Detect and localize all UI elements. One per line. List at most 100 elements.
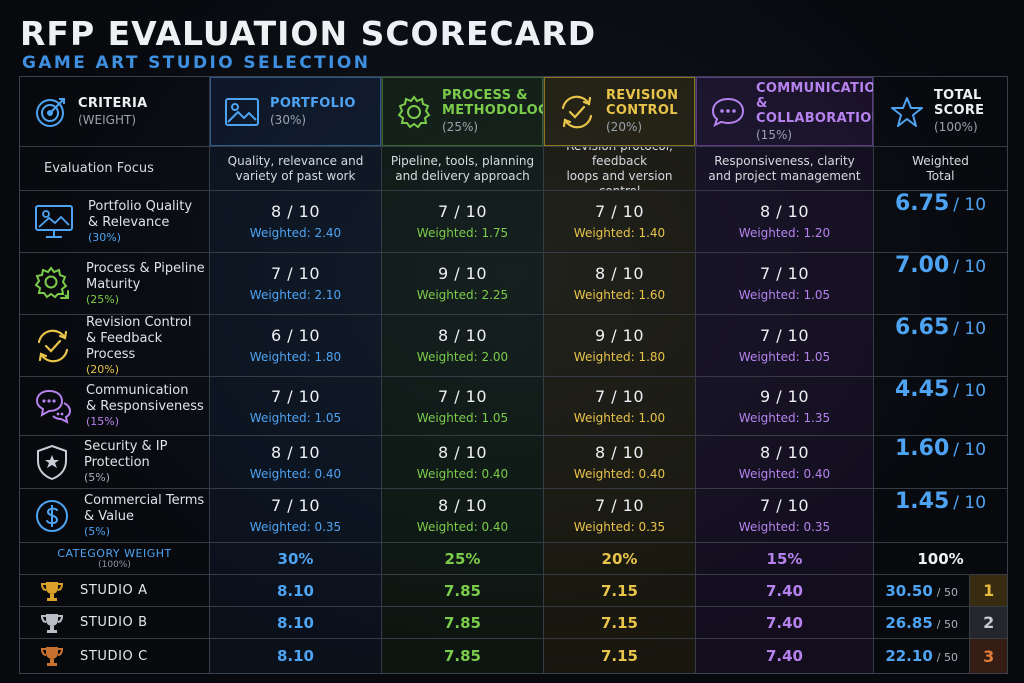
criteria-name: Security & IP [84,439,168,454]
studio-score-portfolio: 8.10 [210,607,382,639]
score-cell-portfolio: 7 / 10 Weighted: 1.05 [210,377,382,436]
weighted-score: Weighted: 1.35 [738,410,831,425]
focus-text: Revision protocol, feedback [566,147,673,168]
raw-score: 8 / 10 [594,264,645,283]
criteria-weight: (15%) [86,415,120,428]
focus-text: Total [926,168,955,183]
chat-bubble-icon [711,97,745,127]
header-total-name-1: TOTAL [934,88,982,103]
criteria-weight: (5%) [84,471,111,484]
header-criteria: CRITERIA (WEIGHT) [20,77,210,147]
weighted-total: 1.45 / 10 [874,489,1007,543]
header-communication-name-2: & COLLABORATION [756,95,874,126]
header-total: TOTAL SCORE (100%) [874,77,1007,147]
weighted-total: 7.00 / 10 [874,253,1007,315]
studio-score-methodology: 7.85 [382,575,544,607]
header-communication: COMMUNICATION & COLLABORATION (15%) [696,77,874,147]
studio-final-max: / 50 [936,617,958,631]
weighted-total-value: 6.65 [894,315,950,340]
criteria-name-line2: & Relevance [88,214,170,230]
raw-score: 8 / 10 [437,326,488,345]
weighted-total-max: / 10 [953,381,987,401]
criteria-row-0: Portfolio Quality & Relevance (30%) [20,191,210,253]
weighted-total-value: 1.60 [894,436,950,461]
studio-score-portfolio: 8.10 [210,575,382,607]
target-icon [36,97,65,127]
studio-rank-badge: 1 [969,575,1007,606]
header-communication-weight: (15%) [756,127,793,142]
studio-score-communication: 7.40 [696,575,874,607]
raw-score: 8 / 10 [437,442,488,462]
criteria-name-line2: Maturity [86,276,141,292]
header-total-name-2: SCORE [934,103,985,118]
weighted-total: 4.45 / 10 [874,377,1007,436]
score-cell-communication: 7 / 10 Weighted: 1.05 [696,315,874,377]
chat-bubbles-icon [34,388,72,424]
criteria-weight: (30%) [88,230,122,244]
weighted-score: Weighted: 0.40 [249,466,342,481]
weighted-score: Weighted: 1.80 [249,350,342,364]
raw-score: 6 / 10 [270,326,321,345]
studio-score-revision: 7.15 [544,575,696,607]
focus-text: and project management [708,168,861,183]
page-subtitle: GAME ART STUDIO SELECTION [22,53,371,73]
criteria-weight: (25%) [86,292,120,306]
studio-final: 30.50 / 50 1 [874,575,1007,607]
category-weight-communication: 15% [696,543,874,575]
header-total-weight: (100%) [934,120,978,134]
gear-arrow-icon [34,265,72,303]
weighted-total: 6.65 / 10 [874,315,1007,377]
refresh-check-icon [34,328,72,364]
raw-score: 7 / 10 [594,496,645,515]
criteria-row-2: Revision Control & Feedback Process (20%… [20,315,210,377]
star-icon [891,96,923,127]
criteria-weight: (5%) [84,524,111,538]
weighted-total-max: / 10 [953,257,987,277]
weighted-score: Weighted: 0.40 [738,466,831,481]
weighted-score: Weighted: 1.80 [573,350,666,364]
score-cell-methodology: 7 / 10 Weighted: 1.75 [382,191,544,253]
weighted-score: Weighted: 1.20 [738,226,831,240]
header-portfolio: PORTFOLIO (30%) [210,77,382,147]
studio-final-score: 26.85 [885,613,933,632]
studio-final: 22.10 / 50 3 [874,639,1007,673]
raw-score: 9 / 10 [437,264,488,283]
category-weight-methodology: 25% [382,543,544,575]
weighted-score: Weighted: 0.40 [416,520,509,534]
focus-text: Responsiveness, clarity [714,153,855,168]
monitor-image-icon [34,203,74,241]
weighted-total: 6.75 / 10 [874,191,1007,253]
studio-final: 26.85 / 50 2 [874,607,1007,639]
raw-score: 7 / 10 [437,386,488,406]
studio-final-max: / 50 [936,585,958,599]
focus-methodology: Pipeline, tools, planning and delivery a… [382,147,544,191]
trophy-bronze-icon [40,645,64,667]
raw-score: 8 / 10 [270,442,321,462]
page-title: RFP EVALUATION SCORECARD [20,14,597,53]
gear-icon [397,94,431,128]
score-cell-revision: 9 / 10 Weighted: 1.80 [544,315,696,377]
weighted-total-max: / 10 [953,195,987,215]
header-portfolio-weight: (30%) [270,112,307,127]
weighted-score: Weighted: 0.40 [416,466,509,481]
score-cell-methodology: 8 / 10 Weighted: 2.00 [382,315,544,377]
scorecard-table: CRITERIA (WEIGHT) PORTFOLIO (30%) PROCES… [19,76,1008,674]
header-revision: REVISION CONTROL (20%) [544,77,696,147]
category-weight-total: 100% [874,543,1007,575]
score-cell-communication: 8 / 10 Weighted: 1.20 [696,191,874,253]
studio-score-revision: 7.15 [544,639,696,673]
criteria-row-5: Commercial Terms & Value (5%) [20,489,210,543]
score-cell-revision: 7 / 10 Weighted: 1.00 [544,377,696,436]
category-weight-title: CATEGORY WEIGHT [57,547,172,560]
focus-revision: Revision protocol, feedback loops and ve… [544,147,696,191]
weighted-score: Weighted: 1.05 [249,410,342,425]
studio-rank-badge: 3 [969,639,1007,673]
score-cell-portfolio: 8 / 10 Weighted: 0.40 [210,436,382,489]
studio-name: STUDIO C [80,648,148,664]
weighted-score: Weighted: 2.25 [416,288,509,302]
category-weight-portfolio: 30% [210,543,382,575]
weighted-total-value: 1.45 [894,489,950,514]
score-cell-portfolio: 7 / 10 Weighted: 2.10 [210,253,382,315]
studio-score-communication: 7.40 [696,639,874,673]
header-methodology-name-2: METHODOLOGY [442,103,543,118]
